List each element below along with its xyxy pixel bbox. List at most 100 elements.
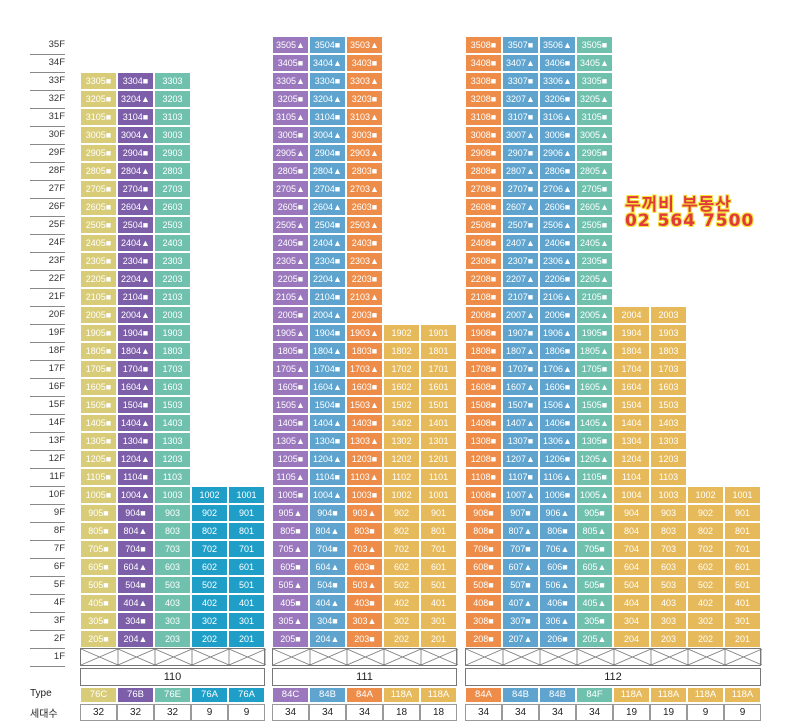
unit-cell[interactable]: 1604▲ bbox=[117, 378, 154, 396]
unit-cell[interactable]: 505■ bbox=[576, 576, 613, 594]
unit-cell[interactable]: 2604▲ bbox=[117, 198, 154, 216]
unit-cell[interactable]: 2004▲ bbox=[117, 306, 154, 324]
unit-cell[interactable]: 407▲ bbox=[502, 594, 539, 612]
unit-cell[interactable]: 2704■ bbox=[309, 180, 346, 198]
unit-cell[interactable]: 2504■ bbox=[117, 216, 154, 234]
unit-cell[interactable]: 1908■ bbox=[465, 324, 502, 342]
unit-cell[interactable]: 203 bbox=[650, 630, 687, 648]
unit-cell[interactable]: 1102 bbox=[383, 468, 420, 486]
unit-cell[interactable]: 2304■ bbox=[117, 252, 154, 270]
unit-cell[interactable]: 805■ bbox=[80, 522, 117, 540]
unit-cell[interactable]: 503▲ bbox=[346, 576, 383, 594]
unit-cell[interactable]: 303 bbox=[650, 612, 687, 630]
unit-cell[interactable]: 2508■ bbox=[465, 216, 502, 234]
unit-cell[interactable]: 202 bbox=[687, 630, 724, 648]
unit-cell[interactable]: 3407▲ bbox=[502, 54, 539, 72]
unit-cell[interactable]: 2803■ bbox=[346, 162, 383, 180]
unit-cell[interactable]: 2003■ bbox=[346, 306, 383, 324]
unit-cell[interactable]: 1601 bbox=[420, 378, 457, 396]
unit-cell[interactable]: 301 bbox=[420, 612, 457, 630]
unit-cell[interactable]: 3006■ bbox=[539, 126, 576, 144]
unit-cell[interactable]: 1405▲ bbox=[576, 414, 613, 432]
unit-cell[interactable]: 801 bbox=[228, 522, 265, 540]
unit-cell[interactable]: 1607▲ bbox=[502, 378, 539, 396]
unit-cell[interactable]: 1503 bbox=[650, 396, 687, 414]
unit-cell[interactable]: 706▲ bbox=[539, 540, 576, 558]
unit-cell[interactable]: 1604 bbox=[613, 378, 650, 396]
unit-cell[interactable]: 1705▲ bbox=[272, 360, 309, 378]
unit-cell[interactable]: 605▲ bbox=[576, 558, 613, 576]
unit-cell[interactable]: 703▲ bbox=[346, 540, 383, 558]
unit-cell[interactable]: 301 bbox=[724, 612, 761, 630]
unit-cell[interactable]: 303▲ bbox=[346, 612, 383, 630]
unit-cell[interactable]: 902 bbox=[687, 504, 724, 522]
unit-cell[interactable]: 1103▲ bbox=[346, 468, 383, 486]
unit-cell[interactable]: 2905■ bbox=[80, 144, 117, 162]
unit-cell[interactable]: 304 bbox=[613, 612, 650, 630]
unit-cell[interactable]: 3004▲ bbox=[117, 126, 154, 144]
unit-cell[interactable]: 605■ bbox=[80, 558, 117, 576]
unit-cell[interactable]: 1301 bbox=[420, 432, 457, 450]
unit-cell[interactable]: 1504■ bbox=[117, 396, 154, 414]
unit-cell[interactable]: 904 bbox=[613, 504, 650, 522]
unit-cell[interactable]: 3104■ bbox=[117, 108, 154, 126]
unit-cell[interactable]: 1907■ bbox=[502, 324, 539, 342]
unit-cell[interactable]: 501 bbox=[420, 576, 457, 594]
unit-cell[interactable]: 2406■ bbox=[539, 234, 576, 252]
unit-cell[interactable]: 3204▲ bbox=[117, 90, 154, 108]
unit-cell[interactable]: 2405■ bbox=[80, 234, 117, 252]
unit-cell[interactable]: 205▲ bbox=[576, 630, 613, 648]
unit-cell[interactable]: 902 bbox=[383, 504, 420, 522]
unit-cell[interactable]: 2803 bbox=[154, 162, 191, 180]
unit-cell[interactable]: 2804▲ bbox=[117, 162, 154, 180]
unit-cell[interactable]: 1703 bbox=[154, 360, 191, 378]
unit-cell[interactable]: 1603■ bbox=[346, 378, 383, 396]
unit-cell[interactable]: 1206■ bbox=[539, 450, 576, 468]
unit-cell[interactable]: 704 bbox=[613, 540, 650, 558]
unit-cell[interactable]: 2903 bbox=[154, 144, 191, 162]
unit-cell[interactable]: 3205■ bbox=[272, 90, 309, 108]
unit-cell[interactable]: 1305■ bbox=[80, 432, 117, 450]
unit-cell[interactable]: 708■ bbox=[465, 540, 502, 558]
unit-cell[interactable]: 2906▲ bbox=[539, 144, 576, 162]
unit-cell[interactable]: 1605■ bbox=[80, 378, 117, 396]
unit-cell[interactable]: 806■ bbox=[539, 522, 576, 540]
unit-cell[interactable]: 303 bbox=[154, 612, 191, 630]
unit-cell[interactable]: 1703 bbox=[650, 360, 687, 378]
unit-cell[interactable]: 2206■ bbox=[539, 270, 576, 288]
unit-cell[interactable]: 1505■ bbox=[80, 396, 117, 414]
unit-cell[interactable]: 3203 bbox=[154, 90, 191, 108]
unit-cell[interactable]: 3505■ bbox=[576, 36, 613, 54]
unit-cell[interactable]: 2308■ bbox=[465, 252, 502, 270]
unit-cell[interactable]: 403■ bbox=[346, 594, 383, 612]
unit-cell[interactable]: 602 bbox=[383, 558, 420, 576]
unit-cell[interactable]: 1101 bbox=[420, 468, 457, 486]
unit-cell[interactable]: 1305■ bbox=[576, 432, 613, 450]
unit-cell[interactable]: 2305■ bbox=[576, 252, 613, 270]
unit-cell[interactable]: 2703▲ bbox=[346, 180, 383, 198]
unit-cell[interactable]: 2004▲ bbox=[309, 306, 346, 324]
unit-cell[interactable]: 3103▲ bbox=[346, 108, 383, 126]
unit-cell[interactable]: 501 bbox=[724, 576, 761, 594]
unit-cell[interactable]: 702 bbox=[191, 540, 228, 558]
unit-cell[interactable]: 1004▲ bbox=[117, 486, 154, 504]
unit-cell[interactable]: 2304■ bbox=[309, 252, 346, 270]
unit-cell[interactable]: 1006■ bbox=[539, 486, 576, 504]
unit-cell[interactable]: 1302 bbox=[383, 432, 420, 450]
unit-cell[interactable]: 403 bbox=[650, 594, 687, 612]
unit-cell[interactable]: 2605▲ bbox=[576, 198, 613, 216]
unit-cell[interactable]: 604 bbox=[613, 558, 650, 576]
unit-cell[interactable]: 2904■ bbox=[117, 144, 154, 162]
unit-cell[interactable]: 3005■ bbox=[272, 126, 309, 144]
unit-cell[interactable]: 402 bbox=[383, 594, 420, 612]
unit-cell[interactable]: 1004 bbox=[613, 486, 650, 504]
unit-cell[interactable]: 1007▲ bbox=[502, 486, 539, 504]
unit-cell[interactable]: 3003■ bbox=[346, 126, 383, 144]
unit-cell[interactable]: 208■ bbox=[465, 630, 502, 648]
unit-cell[interactable]: 404 bbox=[613, 594, 650, 612]
unit-cell[interactable]: 3405■ bbox=[272, 54, 309, 72]
unit-cell[interactable]: 2305■ bbox=[80, 252, 117, 270]
unit-cell[interactable]: 904■ bbox=[117, 504, 154, 522]
unit-cell[interactable]: 2705■ bbox=[576, 180, 613, 198]
unit-cell[interactable]: 603 bbox=[154, 558, 191, 576]
